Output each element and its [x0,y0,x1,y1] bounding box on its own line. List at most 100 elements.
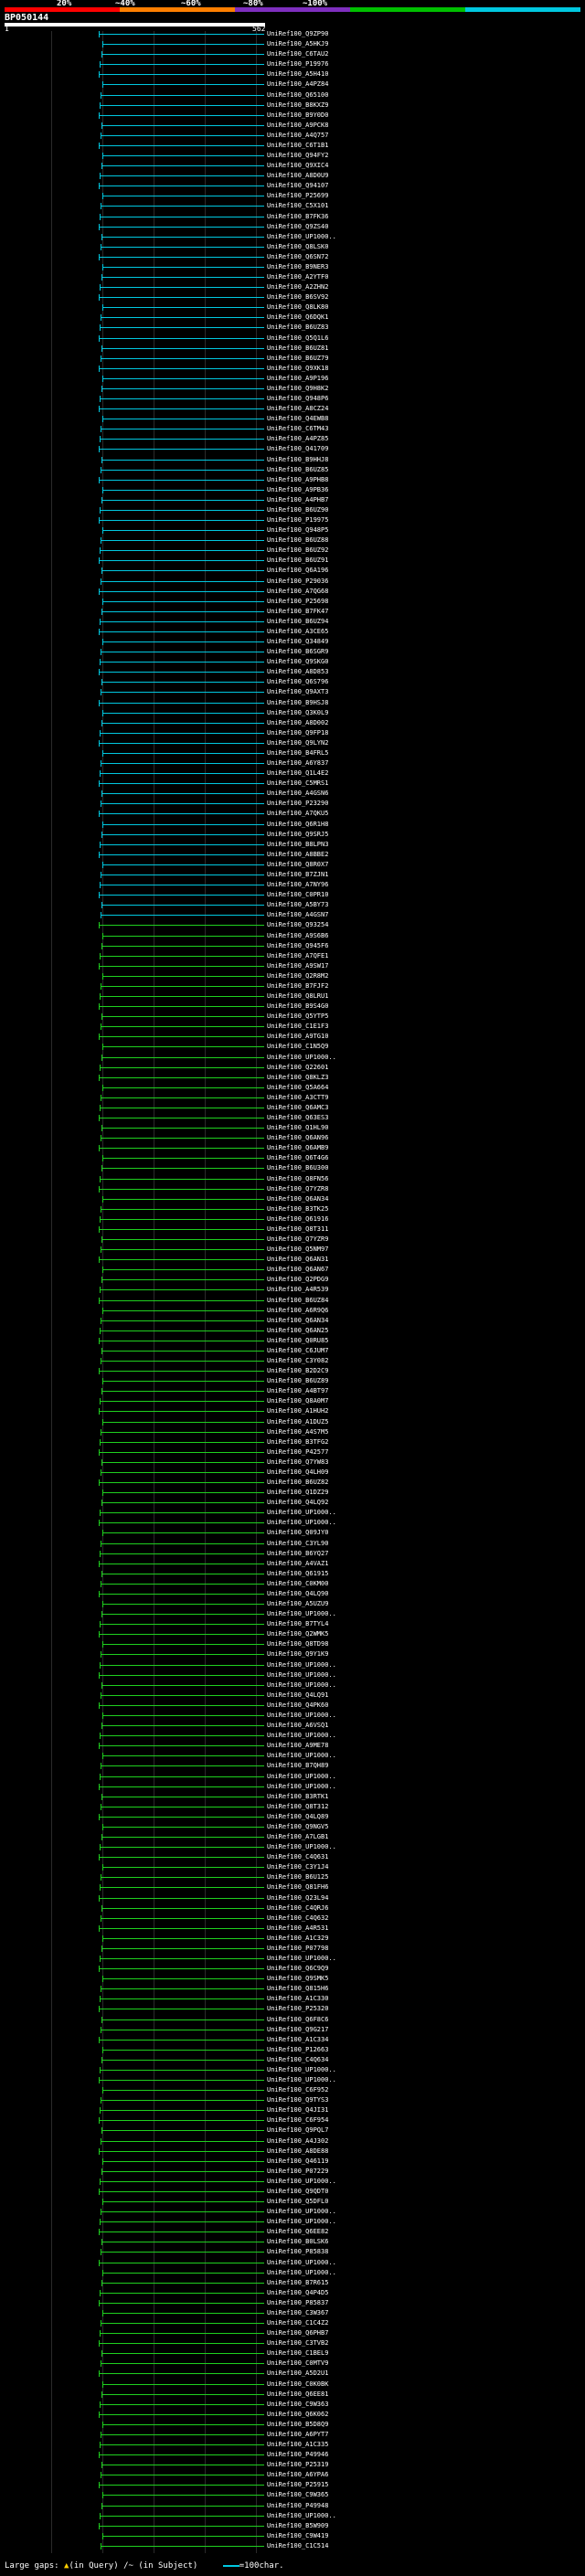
hit-row[interactable]: UniRef100_C5MRS1 [0,779,585,788]
hit-label[interactable]: UniRef100_B3RTK1 [267,1792,329,1800]
hit-label[interactable]: UniRef100_Q8R0X7 [267,860,329,868]
hit-row[interactable]: UniRef100_UP1000.. [0,2269,585,2276]
hit-label[interactable]: UniRef100_A7QG68 [267,587,329,595]
hit-label[interactable]: UniRef100_A9PHB8 [267,475,329,483]
hit-label[interactable]: UniRef100_P25699 [267,192,329,200]
hit-row[interactable]: UniRef100_C3Y1J4 [0,1863,585,1871]
hit-label[interactable]: UniRef100_Q23L94 [267,1893,329,1902]
hit-label[interactable]: UniRef100_Q7YW83 [267,1458,329,1466]
hit-label[interactable]: UniRef100_UP1000.. [267,1509,336,1517]
hit-label[interactable]: UniRef100_A2ZHN2 [267,283,329,292]
hit-row[interactable]: UniRef100_UP1000.. [0,1843,585,1851]
hit-row[interactable]: UniRef100_B6UZ91 [0,557,585,565]
hit-row[interactable]: UniRef100_P07798 [0,1945,585,1952]
hit-row[interactable]: UniRef100_UP1000.. [0,1752,585,1760]
hit-row[interactable]: UniRef100_Q2R8M2 [0,972,585,980]
hit-label[interactable]: UniRef100_Q9PQL7 [267,2126,329,2135]
hit-row[interactable]: UniRef100_A3CE65 [0,628,585,635]
hit-label[interactable]: UniRef100_Q6K062 [267,2410,329,2418]
hit-row[interactable]: UniRef100_P19976 [0,60,585,69]
hit-row[interactable]: UniRef100_A5UZU9 [0,1600,585,1608]
hit-row[interactable]: UniRef100_Q94FY2 [0,152,585,159]
hit-label[interactable]: UniRef100_B5W909 [267,2521,329,2529]
hit-row[interactable]: UniRef100_Q9XK18 [0,365,585,372]
hit-row[interactable]: UniRef100_P85838 [0,2248,585,2256]
hit-row[interactable]: UniRef100_Q9G217 [0,2026,585,2033]
hit-label[interactable]: UniRef100_C4QRJ6 [267,1903,329,1912]
hit-label[interactable]: UniRef100_UP1000.. [267,232,336,240]
hit-row[interactable]: UniRef100_P25698 [0,598,585,605]
hit-row[interactable]: UniRef100_Q5DFL0 [0,2198,585,2206]
hit-row[interactable]: UniRef100_Q7YW83 [0,1458,585,1466]
hit-row[interactable]: UniRef100_Q9SMK5 [0,1975,585,1983]
hit-row[interactable]: UniRef100_Q63ES3 [0,1114,585,1122]
hit-row[interactable]: UniRef100_P07229 [0,2168,585,2175]
hit-row[interactable]: UniRef100_Q61916 [0,1215,585,1223]
hit-label[interactable]: UniRef100_A5BY73 [267,901,329,909]
hit-row[interactable]: UniRef100_C6JUM7 [0,1346,585,1354]
hit-label[interactable]: UniRef100_B6UZ84 [267,1296,329,1304]
hit-row[interactable]: UniRef100_A9SW17 [0,961,585,970]
hit-row[interactable]: UniRef100_C3TVB2 [0,2339,585,2348]
hit-label[interactable]: UniRef100_C6JUM7 [267,1346,329,1354]
hit-label[interactable]: UniRef100_Q5NM97 [267,1246,329,1254]
hit-row[interactable]: UniRef100_B7FK36 [0,213,585,220]
hit-label[interactable]: UniRef100_B6UZ79 [267,354,329,362]
hit-row[interactable]: UniRef100_A7NY96 [0,881,585,889]
hit-row[interactable]: UniRef100_A1C330 [0,1995,585,2003]
hit-label[interactable]: UniRef100_A8DE88 [267,2147,329,2155]
hit-row[interactable]: UniRef100_Q4JI31 [0,2106,585,2115]
hit-label[interactable]: UniRef100_C1C4Z2 [267,2319,329,2327]
hit-row[interactable]: UniRef100_C0KM00 [0,1580,585,1587]
hit-label[interactable]: UniRef100_B6UZ85 [267,465,329,473]
hit-row[interactable]: UniRef100_Q4P4D5 [0,2289,585,2296]
hit-row[interactable]: UniRef100_B6SGR9 [0,648,585,656]
hit-label[interactable]: UniRef100_Q6R1H8 [267,820,329,828]
hit-row[interactable]: UniRef100_Q9FP18 [0,729,585,737]
hit-label[interactable]: UniRef100_C5X101 [267,202,329,210]
hit-label[interactable]: UniRef100_A9SW17 [267,961,329,970]
hit-label[interactable]: UniRef100_A9PB36 [267,485,329,493]
hit-label[interactable]: UniRef100_B6UZ90 [267,505,329,514]
hit-label[interactable]: UniRef100_A9ME78 [267,1742,329,1750]
hit-row[interactable]: UniRef100_Q6AMB9 [0,1144,585,1152]
hit-row[interactable]: UniRef100_A8D002 [0,719,585,726]
hit-row[interactable]: UniRef100_B9S4G0 [0,1002,585,1011]
hit-label[interactable]: UniRef100_Q9Y1K9 [267,1650,329,1659]
hit-row[interactable]: UniRef100_A8D0U9 [0,172,585,180]
hit-label[interactable]: UniRef100_A1HUH2 [267,1407,329,1415]
hit-label[interactable]: UniRef100_B6UZ94 [267,617,329,625]
hit-label[interactable]: UniRef100_A8D853 [267,668,329,676]
hit-row[interactable]: UniRef100_Q6AMC3 [0,1104,585,1111]
hit-label[interactable]: UniRef100_Q6S796 [267,678,329,686]
hit-row[interactable]: UniRef100_B7ZJN1 [0,871,585,878]
hit-label[interactable]: UniRef100_Q6F8C6 [267,2015,329,2023]
hit-label[interactable]: UniRef100_C3TVB2 [267,2339,329,2348]
hit-label[interactable]: UniRef100_Q815H6 [267,1985,329,1993]
hit-label[interactable]: UniRef100_Q7YZR8 [267,1184,329,1193]
hit-row[interactable]: UniRef100_Q9PQL7 [0,2126,585,2135]
hit-row[interactable]: UniRef100_A4GSN7 [0,911,585,919]
hit-row[interactable]: UniRef100_A6PYT7 [0,2431,585,2438]
hit-label[interactable]: UniRef100_A1C335 [267,2441,329,2449]
hit-row[interactable]: UniRef100_C3Y082 [0,1357,585,1365]
hit-label[interactable]: UniRef100_B6UZ81 [267,344,329,352]
hit-row[interactable]: UniRef100_P29036 [0,578,585,585]
hit-label[interactable]: UniRef100_Q4LQ90 [267,1589,329,1597]
hit-row[interactable]: UniRef100_B5W909 [0,2521,585,2529]
hit-label[interactable]: UniRef100_B7TYL4 [267,1620,329,1628]
hit-row[interactable]: UniRef100_Q9AXT3 [0,688,585,696]
hit-row[interactable]: UniRef100_C3YL90 [0,1540,585,1547]
hit-row[interactable]: UniRef100_C0MTV9 [0,2359,585,2368]
hit-label[interactable]: UniRef100_A4Q757 [267,131,329,139]
hit-row[interactable]: UniRef100_Q9XIC4 [0,162,585,170]
hit-row[interactable]: UniRef100_Q81FH6 [0,1883,585,1892]
hit-row[interactable]: UniRef100_C6F954 [0,2116,585,2125]
hit-label[interactable]: UniRef100_Q945F6 [267,941,329,949]
hit-row[interactable]: UniRef100_A5BY73 [0,901,585,909]
hit-label[interactable]: UniRef100_B9Y0D0 [267,111,329,119]
hit-label[interactable]: UniRef100_Q2PDG9 [267,1276,329,1284]
hit-row[interactable]: UniRef100_Q1L4E2 [0,769,585,778]
hit-label[interactable]: UniRef100_Q46119 [267,2157,329,2165]
hit-row[interactable]: UniRef100_B6SV92 [0,293,585,302]
